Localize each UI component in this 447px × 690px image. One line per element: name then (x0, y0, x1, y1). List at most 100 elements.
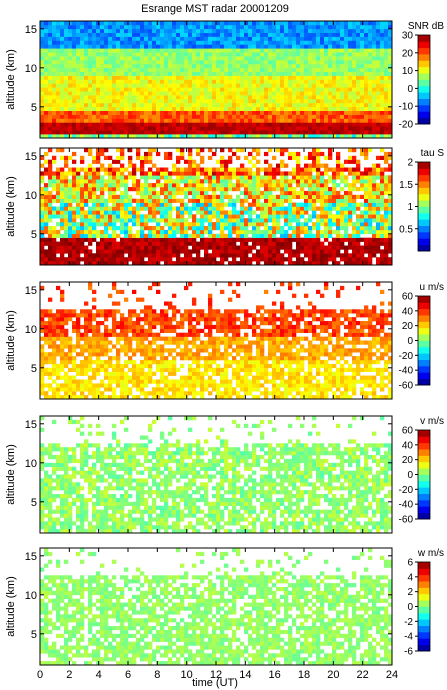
heatmap-cell (272, 206, 277, 211)
heatmap-cell (248, 122, 253, 127)
heatmap-cell (244, 167, 249, 172)
heatmap-cell (356, 110, 361, 115)
heatmap-cell (272, 99, 277, 104)
heatmap-cell (288, 99, 293, 104)
heatmap-cell (48, 313, 53, 318)
heatmap-cell (268, 214, 273, 219)
heatmap-cell (64, 218, 69, 223)
heatmap-cell (240, 190, 245, 196)
heatmap-cell (208, 148, 213, 153)
heatmap-cell (124, 249, 129, 254)
heatmap-cell (240, 122, 245, 127)
heatmap-cell (364, 130, 369, 135)
heatmap-cell (184, 175, 189, 180)
heatmap-cell (140, 110, 145, 115)
heatmap-cell (280, 210, 285, 215)
heatmap-cell (128, 163, 133, 168)
heatmap-cell (228, 249, 233, 254)
heatmap-cell (332, 102, 337, 108)
heatmap-cell (224, 106, 229, 111)
heatmap-cell (304, 210, 309, 215)
heatmap-cell (192, 56, 197, 61)
heatmap-cell (152, 114, 157, 119)
heatmap-cell (304, 56, 309, 61)
heatmap-cell (280, 126, 285, 131)
heatmap-cell (216, 122, 221, 127)
heatmap-cell (304, 40, 309, 45)
heatmap-cell (220, 48, 225, 53)
heatmap-cell (44, 202, 49, 207)
heatmap-cell (96, 233, 101, 238)
heatmap-cell (316, 171, 321, 176)
heatmap-cell (240, 114, 245, 119)
heatmap-cell (384, 95, 389, 100)
heatmap-cell (368, 56, 373, 61)
heatmap-cell (324, 95, 329, 100)
heatmap-cell (268, 202, 273, 207)
heatmap-cell (200, 83, 205, 88)
heatmap-cell (380, 179, 385, 184)
heatmap-cell (76, 71, 81, 76)
heatmap-cell (84, 253, 89, 258)
heatmap-cell (112, 95, 117, 100)
heatmap-cell (196, 210, 201, 215)
heatmap-cell (120, 44, 125, 49)
heatmap-cell (204, 126, 209, 131)
heatmap-cell (224, 179, 229, 184)
heatmap-cell (76, 171, 81, 176)
heatmap-cell (312, 87, 317, 92)
heatmap-cell (184, 226, 189, 231)
heatmap-cell (256, 214, 261, 219)
heatmap-cell (184, 229, 189, 235)
heatmap-cell (276, 122, 281, 127)
heatmap-cell (136, 190, 141, 196)
heatmap-cell (192, 179, 197, 184)
heatmap-cell (120, 167, 125, 172)
heatmap-cell (192, 21, 197, 26)
heatmap-cell (188, 71, 193, 76)
heatmap-cell (220, 91, 225, 96)
heatmap-cell (376, 75, 381, 80)
heatmap-cell (44, 257, 49, 262)
heatmap-cell (296, 126, 301, 131)
heatmap-cell (80, 210, 85, 215)
heatmap-cell (244, 233, 249, 238)
heatmap-cell (380, 114, 385, 119)
heatmap-cell (248, 118, 253, 123)
heatmap-cell (356, 134, 361, 139)
heatmap-cell (252, 60, 257, 65)
heatmap-cell (144, 159, 149, 164)
heatmap-cell (144, 48, 149, 53)
heatmap-cell (268, 79, 273, 84)
heatmap-cell (88, 99, 93, 104)
heatmap-cell (104, 83, 109, 88)
heatmap-cell (352, 179, 357, 184)
heatmap-cell (172, 114, 177, 119)
heatmap-cell (64, 171, 69, 176)
heatmap-cell (248, 21, 253, 26)
heatmap-cell (352, 106, 357, 111)
heatmap-cell (312, 210, 317, 215)
heatmap-cell (216, 167, 221, 172)
heatmap-cell (172, 63, 177, 69)
heatmap-cell (80, 63, 85, 69)
heatmap-cell (44, 110, 49, 115)
heatmap-cell (200, 28, 205, 33)
heatmap-cell (336, 48, 341, 53)
colorbar-swatch (418, 73, 430, 80)
heatmap-cell (40, 91, 45, 96)
heatmap-cell (356, 261, 361, 266)
heatmap-cell (112, 249, 117, 254)
heatmap-cell (252, 257, 257, 262)
heatmap-cell (204, 79, 209, 84)
heatmap-cell (224, 183, 229, 188)
heatmap-cell (40, 348, 45, 353)
heatmap-cell (60, 175, 65, 180)
heatmap-cell (332, 167, 337, 172)
heatmap-cell (296, 237, 301, 242)
heatmap-cell (172, 229, 177, 235)
heatmap-cell (120, 126, 125, 131)
heatmap-cell (236, 79, 241, 84)
heatmap-cell (200, 60, 205, 65)
heatmap-cell (284, 32, 289, 37)
